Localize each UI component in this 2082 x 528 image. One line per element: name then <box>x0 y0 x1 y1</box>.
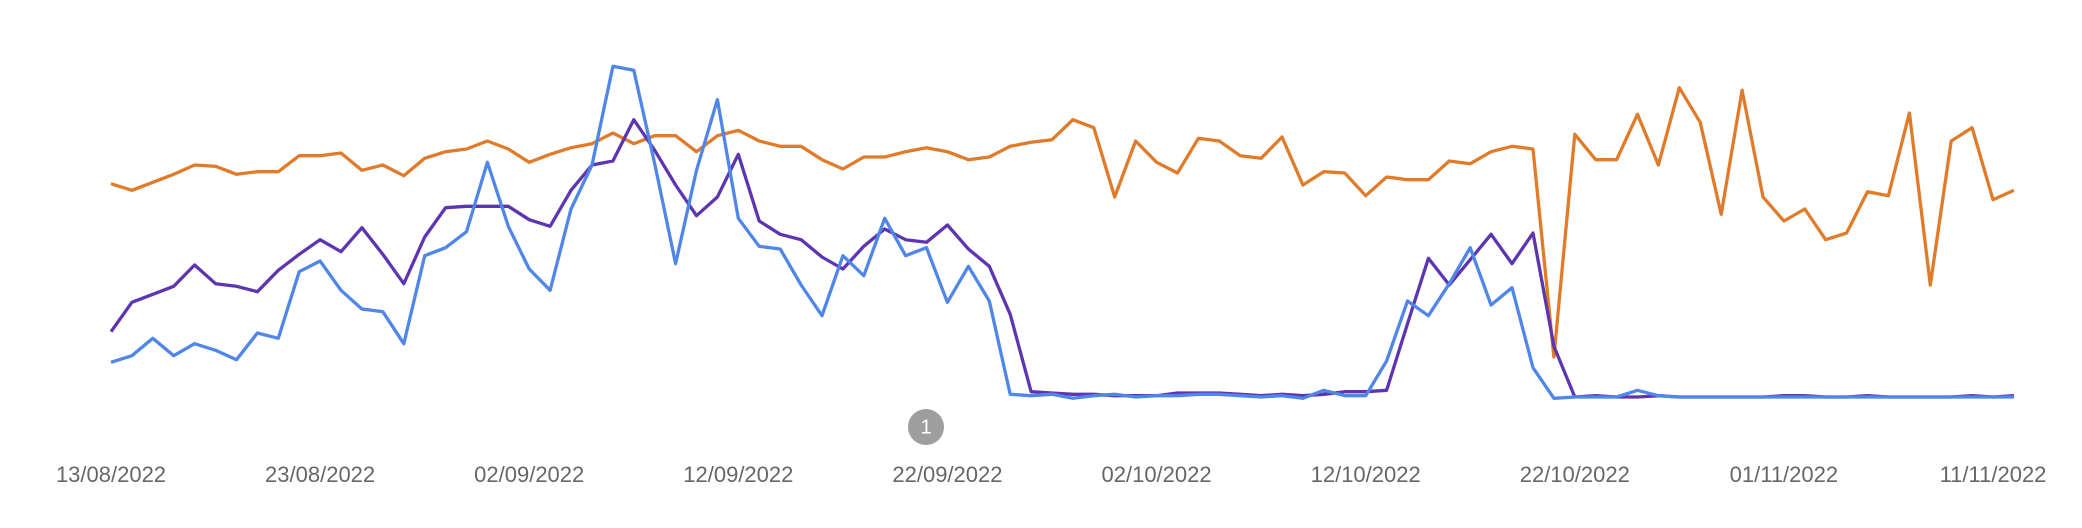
x-tick-label: 23/08/2022 <box>265 462 375 487</box>
annotation-marker[interactable] <box>908 409 944 445</box>
x-tick-label: 12/10/2022 <box>1311 462 1421 487</box>
lines <box>109 64 2015 400</box>
x-tick-label: 22/09/2022 <box>892 462 1002 487</box>
annotation-label: 1 <box>920 416 931 438</box>
x-tick-label: 02/10/2022 <box>1102 462 1212 487</box>
series-line <box>110 64 2014 400</box>
x-tick-label: 02/09/2022 <box>474 462 584 487</box>
series-line <box>110 86 2015 359</box>
x-tick-label: 11/11/2022 <box>1940 462 2047 487</box>
x-tick-label: 01/11/2022 <box>1730 462 1838 487</box>
x-tick-label: 13/08/2022 <box>56 462 166 487</box>
x-tick-label: 12/09/2022 <box>683 462 793 487</box>
x-tick-label: 22/10/2022 <box>1520 462 1630 487</box>
